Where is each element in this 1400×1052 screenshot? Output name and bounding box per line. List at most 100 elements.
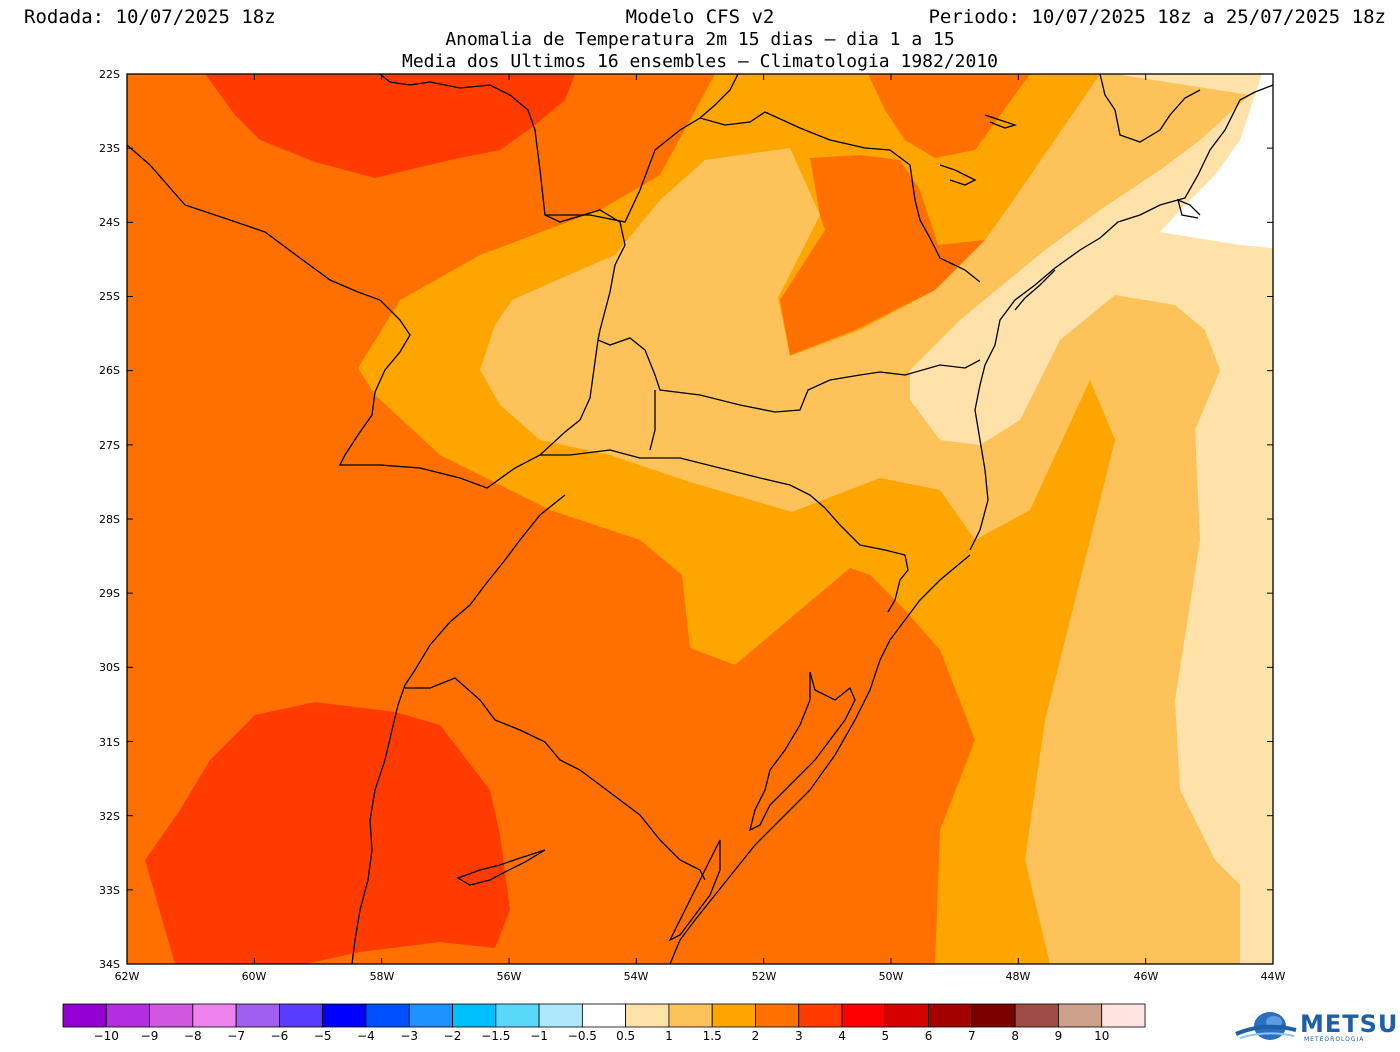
colorbar	[62, 1003, 1146, 1028]
rs-argentina-border	[351, 494, 566, 964]
lon-label: 58W	[370, 970, 395, 983]
rs-uruguay-border	[405, 677, 706, 881]
lon-label: 44W	[1261, 970, 1286, 983]
colorbar-swatch	[711, 1003, 756, 1028]
colorbar-label: 3	[795, 1029, 803, 1043]
colorbar-label: 0.5	[616, 1029, 635, 1043]
colorbar-label: −3	[400, 1029, 418, 1043]
colorbar-label: 5	[881, 1029, 889, 1043]
colorbar-label: 4	[838, 1029, 846, 1043]
lagoa-mirim	[668, 839, 721, 942]
longitude-labels: 62W 60W 58W 56W 54W 52W 50W 48W 46W 44W	[115, 970, 1286, 983]
colorbar-swatch	[1058, 1003, 1103, 1028]
lon-label: 62W	[115, 970, 140, 983]
guanabara-coast	[1177, 198, 1201, 219]
colorbar-swatch	[1014, 1003, 1059, 1028]
lon-label: 52W	[752, 970, 777, 983]
reservoir-1	[984, 114, 1018, 129]
lat-label: 34S	[99, 958, 120, 971]
sp-coast	[969, 84, 1273, 551]
lagoa-dos-patos	[749, 671, 856, 832]
colorbar-swatch	[841, 1003, 886, 1028]
colorbar-swatch	[322, 1003, 367, 1028]
colorbar-label: 1.5	[703, 1029, 722, 1043]
lat-label: 24S	[99, 216, 120, 229]
colorbar-label: 7	[968, 1029, 976, 1043]
colorbar-swatch	[928, 1003, 973, 1028]
colorbar-swatch	[755, 1003, 800, 1028]
colorbar-labels: −10 −9 −8 −7 −6 −5 −4 −3 −2 −1.5 −1 −0.5 0.5 1 1.5 2 3 4 5…	[94, 1029, 1110, 1043]
tick-marks	[126, 73, 1274, 965]
metsul-logo: METSUL METEOROLOGIA	[1234, 1008, 1400, 1050]
lat-label: 32S	[99, 810, 120, 823]
map-field	[127, 74, 1273, 964]
colorbar-swatch	[278, 1003, 324, 1028]
colorbar-label: −1	[530, 1029, 548, 1043]
colorbar-swatch	[1101, 1003, 1146, 1028]
sp-mg-border	[1099, 74, 1201, 143]
logo-name: METSUL	[1300, 1010, 1400, 1038]
colorbar-swatch	[365, 1003, 410, 1028]
colorbar-label: 8	[1011, 1029, 1019, 1043]
model-title: Modelo CFS v2	[625, 6, 775, 28]
lon-label: 48W	[1006, 970, 1031, 983]
pr-sc-border	[597, 337, 981, 413]
colorbar-label: −4	[357, 1029, 375, 1043]
colorbar-label: −2	[444, 1029, 462, 1043]
sc-interior-line	[649, 390, 656, 451]
colorbar-label: 1	[665, 1029, 673, 1043]
colorbar-label: −9	[141, 1029, 159, 1043]
anomaly-fill-3-4-north	[205, 74, 575, 178]
mato-grosso-border	[545, 74, 739, 223]
colorbar-swatch	[408, 1003, 453, 1028]
lon-label: 50W	[879, 970, 904, 983]
anomaly-fill-2-3-island	[780, 155, 985, 355]
boundaries	[127, 74, 1273, 964]
colorbar-label: −1.5	[481, 1029, 510, 1043]
anomaly-fill-3-4-northeast	[868, 74, 1030, 158]
lat-label: 25S	[99, 290, 120, 303]
lat-label: 29S	[99, 587, 120, 600]
lon-label: 54W	[624, 970, 649, 983]
colorbar-label: 9	[1055, 1029, 1063, 1043]
reservoir-2	[939, 164, 977, 186]
colorbar-swatch	[452, 1003, 497, 1028]
globe-icon	[1235, 1012, 1297, 1040]
paraguay-brazil-border	[379, 74, 626, 341]
rs-coast	[669, 554, 971, 964]
colorbar-swatch	[192, 1003, 237, 1028]
anomaly-fill-3-4-southwest	[145, 702, 510, 964]
parana-bay	[1014, 269, 1056, 311]
colorbar-swatch	[149, 1003, 194, 1028]
lat-label: 30S	[99, 661, 120, 674]
ensemble-subtitle: Media dos Ultimos 16 ensembles — Climato…	[401, 51, 999, 72]
period-label: Periodo: 10/07/2025 18z a 25/07/2025 18z	[928, 6, 1386, 28]
colorbar-label: −5	[314, 1029, 332, 1043]
lat-label: 31S	[99, 736, 120, 749]
colorbar-label: 6	[925, 1029, 933, 1043]
colorbar-swatch	[971, 1003, 1016, 1028]
anomaly-fill-0.5-1-zone	[910, 74, 1273, 964]
colorbar-label: −8	[184, 1029, 202, 1043]
uruguay-river-lake	[456, 849, 546, 886]
chart-subtitle: Anomalia de Temperatura 2m 15 dias — dia…	[445, 29, 955, 50]
colorbar-label: −7	[227, 1029, 245, 1043]
parana-north-border	[699, 111, 981, 283]
lon-label: 46W	[1134, 970, 1159, 983]
lat-label: 33S	[99, 884, 120, 897]
logo-tagline: METEOROLOGIA	[1304, 1036, 1365, 1043]
lat-label: 23S	[99, 142, 120, 155]
lat-label: 28S	[99, 513, 120, 526]
colorbar-label: −0.5	[568, 1029, 597, 1043]
lat-label: 26S	[99, 364, 120, 377]
colorbar-swatch	[581, 1003, 627, 1028]
colorbar-swatch	[235, 1003, 280, 1028]
colorbar-swatch	[538, 1003, 583, 1028]
lat-label: 22S	[99, 68, 120, 81]
colorbar-swatch	[495, 1003, 540, 1028]
rs-sc-border	[540, 449, 909, 613]
colorbar-swatch	[798, 1003, 843, 1028]
run-date-label: Rodada: 10/07/2025 18z	[24, 6, 276, 28]
latitude-labels: 22S 23S 24S 25S 26S 27S 28S 29S 30S 31S …	[99, 68, 120, 971]
